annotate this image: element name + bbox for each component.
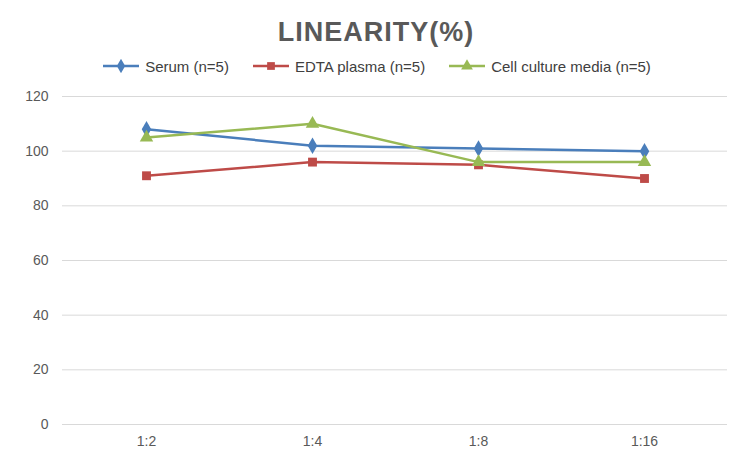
svg-text:1:4: 1:4 (303, 433, 323, 449)
svg-text:80: 80 (33, 197, 49, 213)
svg-text:100: 100 (25, 143, 49, 159)
svg-text:20: 20 (33, 361, 49, 377)
svg-text:40: 40 (33, 307, 49, 323)
svg-text:60: 60 (33, 252, 49, 268)
svg-text:1:16: 1:16 (631, 433, 658, 449)
svg-text:0: 0 (41, 416, 49, 432)
svg-text:1:8: 1:8 (469, 433, 489, 449)
svg-text:120: 120 (25, 88, 49, 104)
svg-text:1:2: 1:2 (137, 433, 157, 449)
html-text:LINEARITY(%): LINEARITY(%) (277, 17, 475, 47)
html-text:Serum (n=5): Serum (n=5) (145, 57, 229, 75)
html-text:Cell culture media (n=5): Cell culture media (n=5) (491, 57, 651, 75)
html-text:EDTA plasma (n=5): EDTA plasma (n=5) (295, 57, 426, 75)
